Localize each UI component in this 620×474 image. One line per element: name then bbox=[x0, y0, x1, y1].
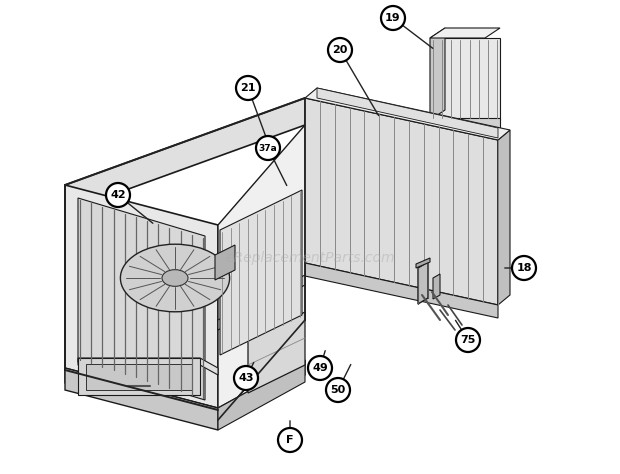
Text: 37a: 37a bbox=[259, 144, 277, 153]
Polygon shape bbox=[305, 263, 498, 318]
Polygon shape bbox=[218, 275, 305, 330]
Text: 20: 20 bbox=[332, 45, 348, 55]
Ellipse shape bbox=[120, 244, 229, 312]
Circle shape bbox=[456, 328, 480, 352]
Text: F: F bbox=[286, 435, 294, 445]
Ellipse shape bbox=[162, 270, 188, 286]
Circle shape bbox=[328, 38, 352, 62]
Circle shape bbox=[278, 428, 302, 452]
Text: 19: 19 bbox=[385, 13, 401, 23]
Polygon shape bbox=[218, 360, 305, 430]
Polygon shape bbox=[418, 262, 428, 304]
Circle shape bbox=[236, 76, 260, 100]
Polygon shape bbox=[433, 274, 440, 299]
Circle shape bbox=[106, 183, 130, 207]
Polygon shape bbox=[65, 98, 305, 212]
Text: 42: 42 bbox=[110, 190, 126, 200]
Circle shape bbox=[381, 6, 405, 30]
Polygon shape bbox=[317, 88, 498, 138]
Polygon shape bbox=[248, 312, 305, 393]
Text: 21: 21 bbox=[241, 83, 255, 93]
Text: 18: 18 bbox=[516, 263, 532, 273]
Polygon shape bbox=[65, 368, 218, 430]
Text: 50: 50 bbox=[330, 385, 345, 395]
Polygon shape bbox=[220, 190, 302, 355]
Polygon shape bbox=[78, 358, 218, 375]
Text: 75: 75 bbox=[460, 335, 476, 345]
Text: 49: 49 bbox=[312, 363, 328, 373]
Polygon shape bbox=[215, 245, 235, 280]
Polygon shape bbox=[430, 118, 500, 128]
Text: 43: 43 bbox=[238, 373, 254, 383]
Circle shape bbox=[308, 356, 332, 380]
Polygon shape bbox=[498, 130, 510, 305]
Circle shape bbox=[234, 366, 258, 390]
Polygon shape bbox=[305, 88, 510, 140]
Polygon shape bbox=[218, 125, 305, 420]
Circle shape bbox=[512, 256, 536, 280]
Polygon shape bbox=[65, 360, 305, 423]
Text: eReplacementParts.com: eReplacementParts.com bbox=[225, 251, 395, 265]
Polygon shape bbox=[430, 38, 500, 120]
Polygon shape bbox=[430, 28, 445, 120]
Polygon shape bbox=[416, 258, 430, 268]
Polygon shape bbox=[305, 98, 498, 305]
Polygon shape bbox=[65, 185, 218, 410]
Circle shape bbox=[256, 136, 280, 160]
Polygon shape bbox=[78, 358, 200, 395]
Polygon shape bbox=[86, 364, 192, 390]
Circle shape bbox=[326, 378, 350, 402]
Polygon shape bbox=[430, 28, 500, 38]
Polygon shape bbox=[78, 198, 205, 400]
